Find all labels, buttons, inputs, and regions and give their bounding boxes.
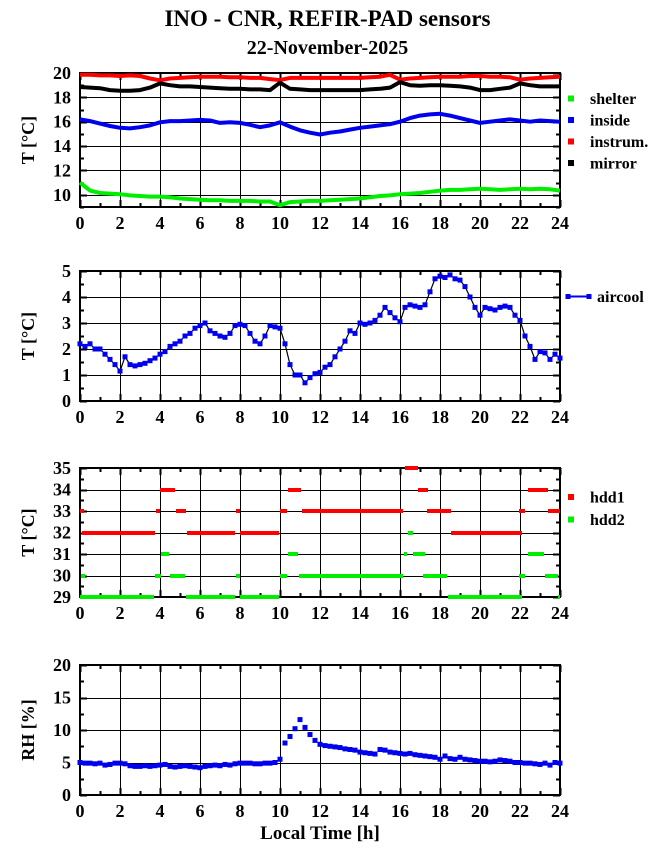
svg-text:10: 10 (271, 407, 289, 427)
svg-text:20: 20 (471, 801, 489, 821)
svg-text:14: 14 (351, 801, 369, 821)
svg-text:10: 10 (271, 801, 289, 821)
svg-text:instrum.: instrum. (590, 134, 648, 151)
svg-text:10: 10 (271, 213, 289, 233)
svg-text:16: 16 (391, 801, 409, 821)
svg-text:T [°C]: T [°C] (18, 116, 38, 164)
svg-text:2: 2 (116, 407, 125, 427)
svg-text:6: 6 (196, 801, 205, 821)
svg-text:20: 20 (53, 63, 71, 83)
page-title: INO - CNR, REFIR-PAD sensors (164, 6, 491, 31)
svg-text:8: 8 (236, 213, 245, 233)
svg-text:4: 4 (156, 407, 165, 427)
svg-text:20: 20 (471, 213, 489, 233)
svg-text:0: 0 (76, 407, 85, 427)
svg-text:30: 30 (53, 566, 71, 586)
svg-text:6: 6 (196, 407, 205, 427)
page-subtitle: 22-November-2025 (246, 37, 409, 59)
svg-text:20: 20 (471, 407, 489, 427)
svg-text:32: 32 (53, 523, 71, 543)
svg-text:18: 18 (431, 407, 449, 427)
svg-text:8: 8 (236, 407, 245, 427)
svg-text:2: 2 (116, 603, 125, 623)
svg-text:2: 2 (62, 339, 71, 359)
svg-text:hdd2: hdd2 (590, 512, 625, 529)
svg-text:12: 12 (311, 603, 329, 623)
svg-text:12: 12 (311, 213, 329, 233)
svg-text:16: 16 (391, 603, 409, 623)
svg-text:5: 5 (62, 261, 71, 281)
svg-text:29: 29 (53, 587, 71, 607)
svg-text:shelter: shelter (590, 91, 636, 108)
svg-text:mirror: mirror (590, 156, 637, 173)
svg-text:4: 4 (62, 287, 71, 307)
svg-text:2: 2 (116, 213, 125, 233)
svg-text:8: 8 (236, 801, 245, 821)
svg-text:3: 3 (62, 313, 71, 333)
svg-text:T [°C]: T [°C] (18, 508, 38, 556)
svg-text:5: 5 (62, 753, 71, 773)
svg-text:16: 16 (53, 112, 71, 132)
svg-text:10: 10 (53, 720, 71, 740)
svg-text:RH [%]: RH [%] (18, 699, 38, 761)
svg-text:4: 4 (156, 801, 165, 821)
svg-text:14: 14 (351, 603, 369, 623)
svg-text:inside: inside (590, 113, 630, 130)
svg-text:14: 14 (53, 136, 71, 156)
svg-text:24: 24 (551, 801, 569, 821)
svg-text:0: 0 (62, 785, 71, 805)
svg-text:Local Time [h]: Local Time [h] (260, 823, 380, 844)
svg-text:12: 12 (311, 801, 329, 821)
svg-text:1: 1 (62, 365, 71, 385)
svg-text:0: 0 (76, 213, 85, 233)
svg-text:6: 6 (196, 603, 205, 623)
svg-text:20: 20 (53, 655, 71, 675)
svg-text:35: 35 (53, 458, 71, 478)
svg-text:4: 4 (156, 603, 165, 623)
svg-text:hdd1: hdd1 (590, 490, 625, 507)
svg-text:15: 15 (53, 688, 71, 708)
svg-text:14: 14 (351, 213, 369, 233)
svg-text:24: 24 (551, 407, 569, 427)
svg-text:18: 18 (431, 801, 449, 821)
svg-text:22: 22 (511, 603, 529, 623)
svg-text:22: 22 (511, 801, 529, 821)
svg-text:12: 12 (311, 407, 329, 427)
svg-text:0: 0 (76, 801, 85, 821)
svg-text:2: 2 (116, 801, 125, 821)
svg-text:12: 12 (53, 160, 71, 180)
svg-text:18: 18 (431, 603, 449, 623)
svg-text:33: 33 (53, 501, 71, 521)
svg-text:0: 0 (62, 391, 71, 411)
svg-text:20: 20 (471, 603, 489, 623)
svg-text:aircool: aircool (597, 289, 644, 306)
svg-text:6: 6 (196, 213, 205, 233)
svg-text:8: 8 (236, 603, 245, 623)
svg-text:22: 22 (511, 407, 529, 427)
svg-text:18: 18 (431, 213, 449, 233)
svg-text:14: 14 (351, 407, 369, 427)
svg-text:T [°C]: T [°C] (18, 312, 38, 360)
svg-text:10: 10 (271, 603, 289, 623)
svg-text:10: 10 (53, 185, 71, 205)
svg-text:16: 16 (391, 213, 409, 233)
svg-text:0: 0 (76, 603, 85, 623)
svg-text:34: 34 (53, 480, 71, 500)
svg-text:18: 18 (53, 87, 71, 107)
svg-text:16: 16 (391, 407, 409, 427)
svg-text:24: 24 (551, 213, 569, 233)
svg-text:31: 31 (53, 544, 71, 564)
svg-text:24: 24 (551, 603, 569, 623)
svg-text:22: 22 (511, 213, 529, 233)
svg-text:4: 4 (156, 213, 165, 233)
